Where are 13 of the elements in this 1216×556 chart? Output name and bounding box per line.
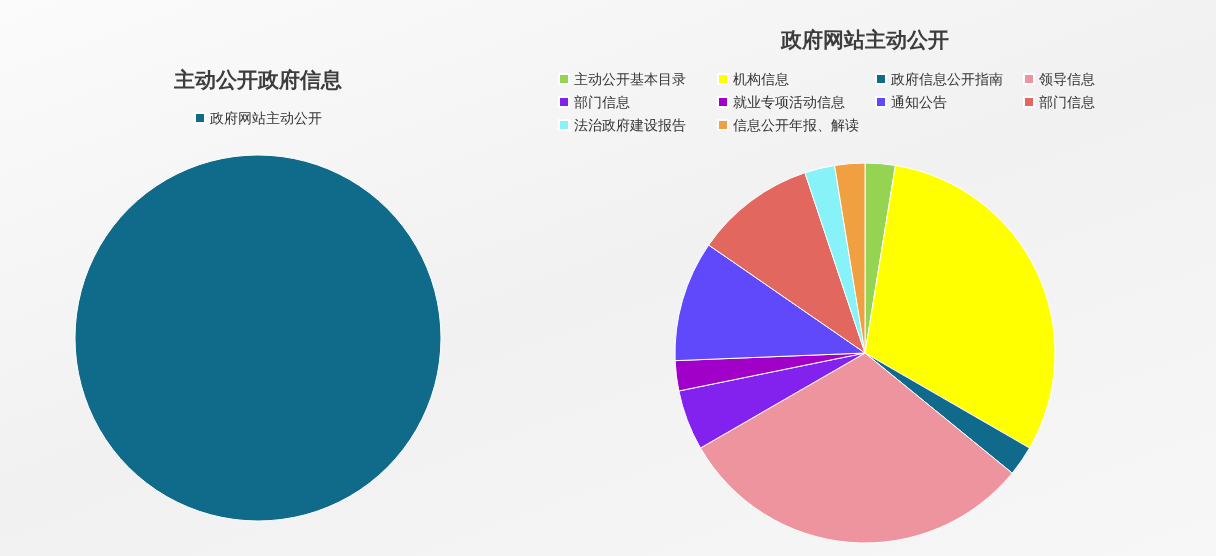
chart-title: 政府网站主动公开	[780, 27, 949, 52]
legend-label: 部门信息	[1039, 94, 1095, 110]
legend-label: 信息公开年报、解读	[733, 117, 859, 133]
legend-label: 通知公告	[891, 94, 947, 110]
legend-label: 政府信息公开指南	[891, 71, 1003, 87]
legend-label: 领导信息	[1039, 71, 1095, 87]
legend-label: 法治政府建设报告	[574, 117, 686, 133]
legend-label: 机构信息	[733, 71, 789, 87]
legend-label: 就业专项活动信息	[733, 94, 845, 110]
chart-title: 主动公开政府信息	[173, 67, 342, 92]
legend-label: 部门信息	[574, 94, 630, 110]
legend-label: 政府网站主动公开	[210, 110, 322, 126]
legend-label: 主动公开基本目录	[574, 71, 686, 87]
